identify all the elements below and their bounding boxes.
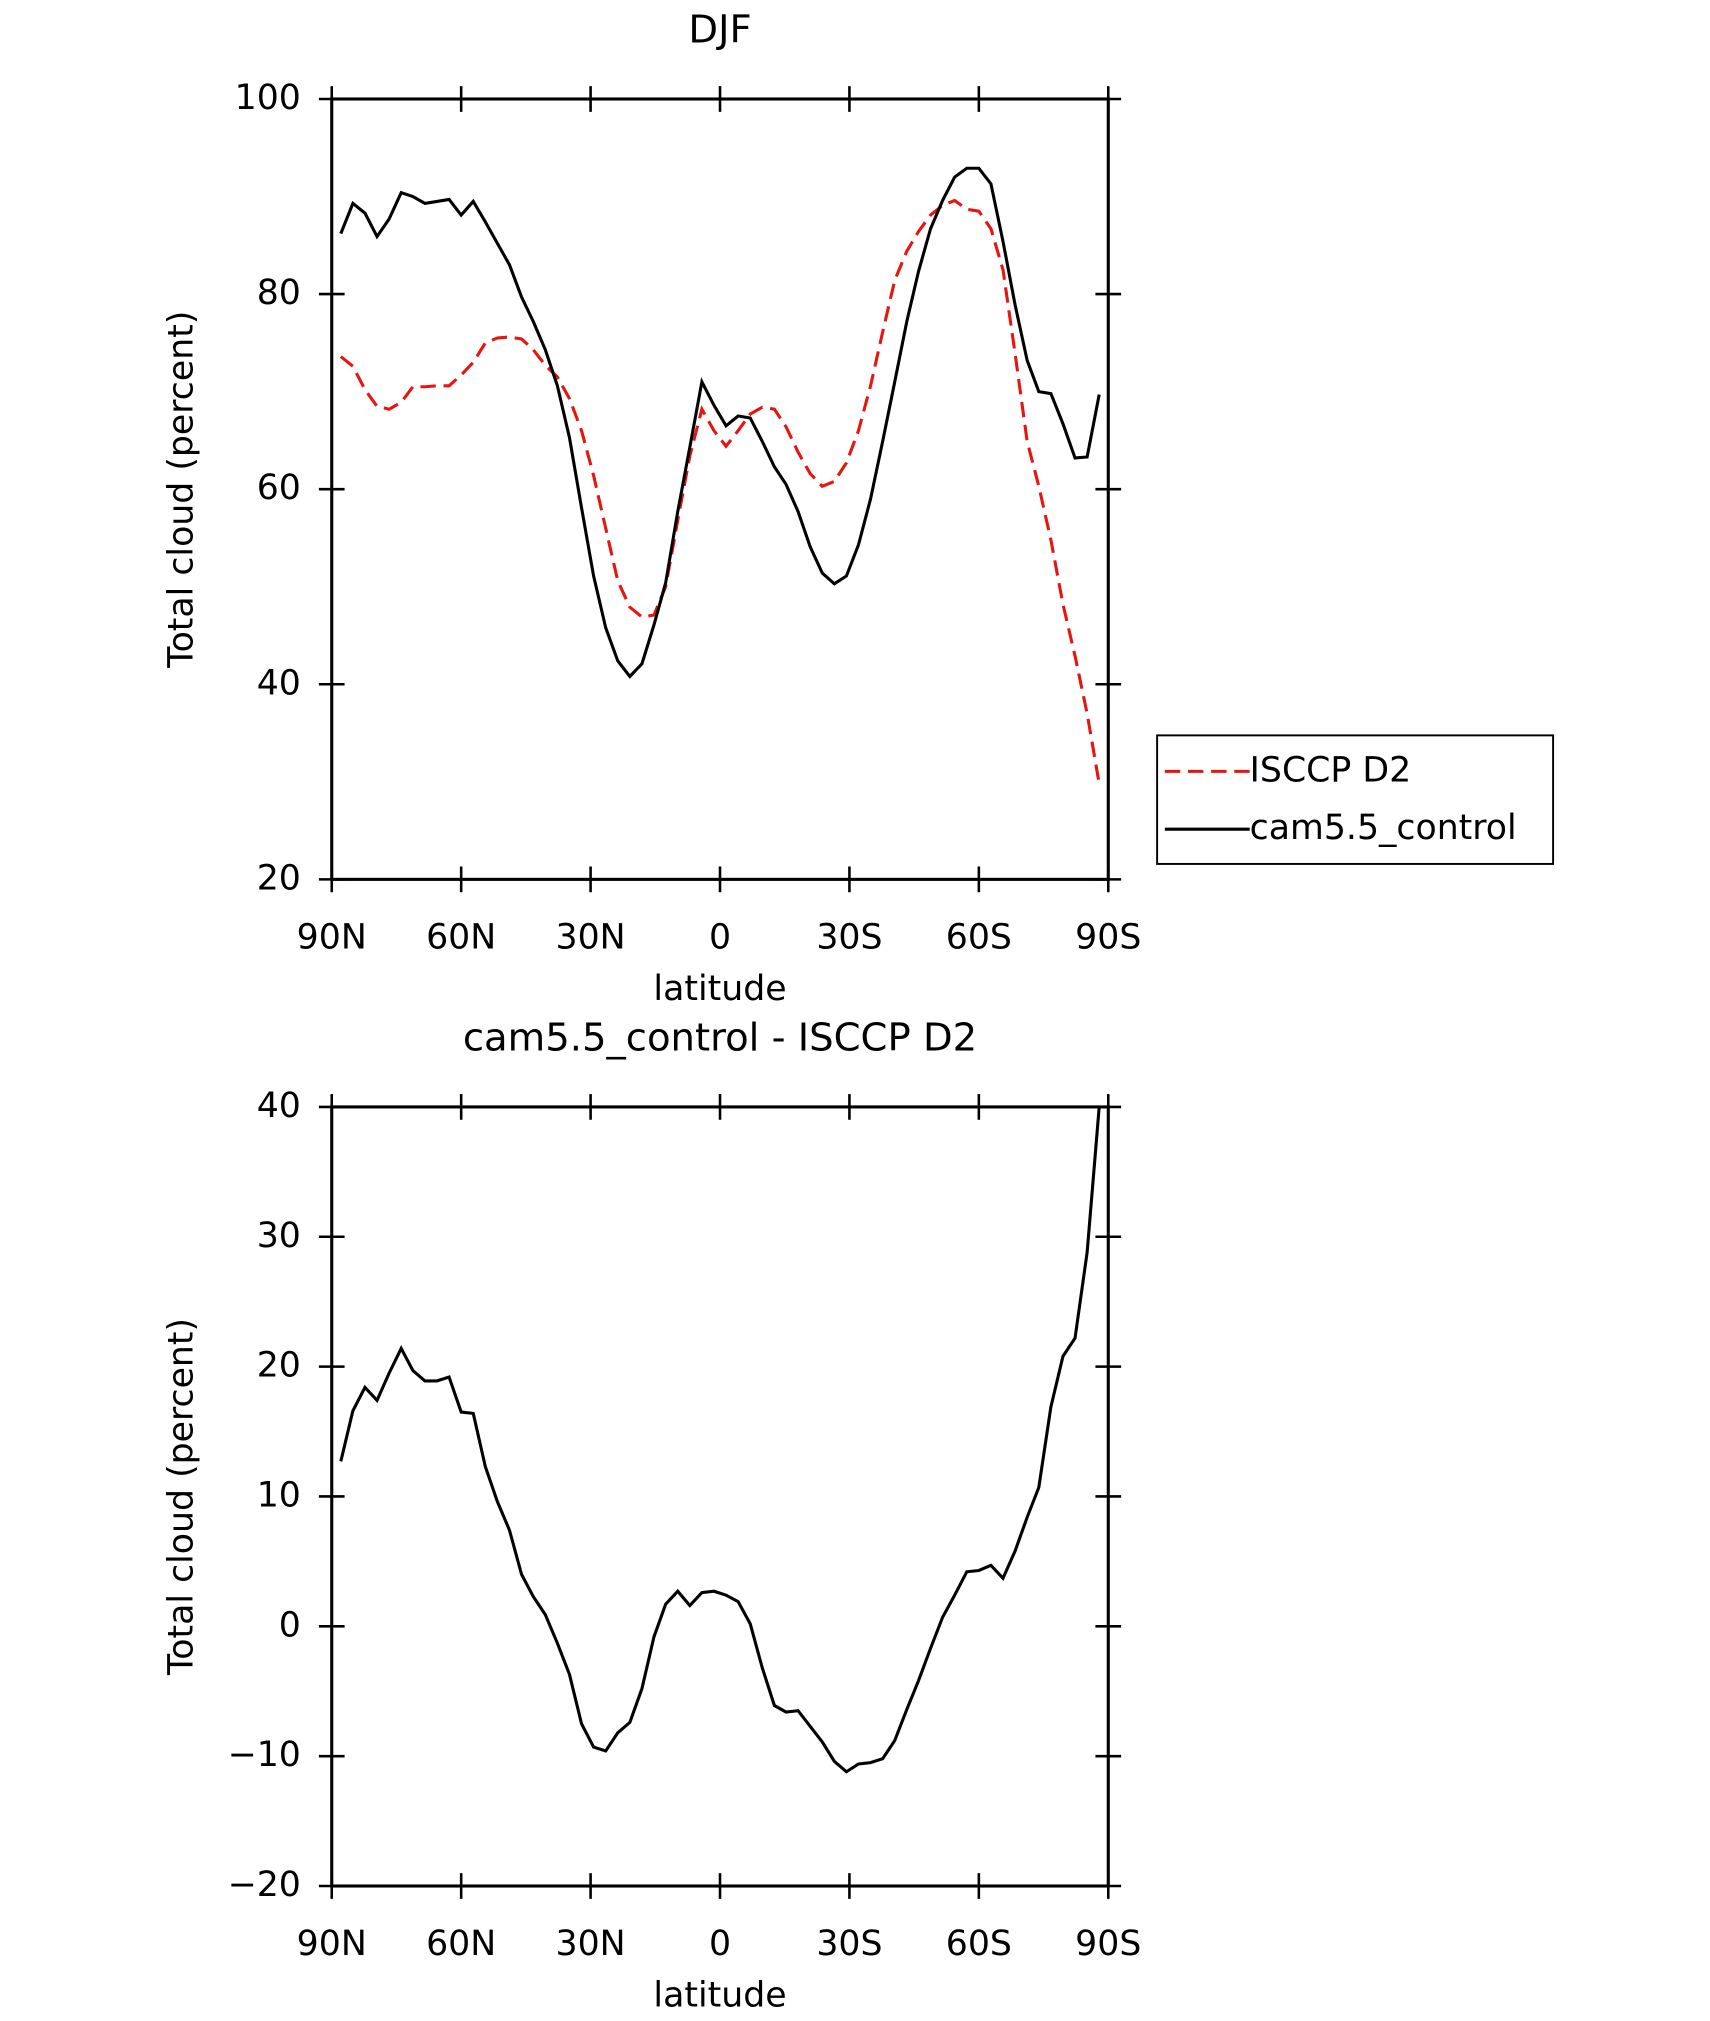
plot-frame [330, 1105, 1110, 1888]
x-tick-label: 30N [556, 918, 626, 958]
x-tick-label: 60S [946, 1924, 1012, 1964]
legend-label: ISCCP D2 [1250, 750, 1412, 790]
x-tick-label: 60S [946, 918, 1012, 958]
x-tick-label: 30S [816, 918, 882, 958]
y-tick-label: 40 [257, 663, 301, 703]
x-tick-label: 30N [556, 1924, 626, 1964]
x-tick-label: 90S [1075, 1924, 1141, 1964]
legend-label: cam5.5_control [1250, 808, 1517, 848]
y-axis-label: Total cloud (percent) [162, 311, 202, 669]
x-axis-label: latitude [653, 969, 786, 1009]
x-tick-label: 60N [426, 918, 496, 958]
x-tick-label: 60N [426, 1924, 496, 1964]
plot-frame [330, 97, 1110, 881]
y-tick-label: −10 [228, 1735, 301, 1775]
data-line [339, 166, 1101, 679]
y-tick-label: 40 [257, 1086, 301, 1126]
y-tick-label: 30 [257, 1216, 301, 1256]
y-tick-label: −20 [228, 1865, 301, 1905]
chart-title: cam5.5_control - ISCCP D2 [463, 1016, 977, 1061]
data-line [339, 1106, 1101, 1774]
y-tick-label: 20 [257, 858, 301, 898]
y-tick-label: 10 [257, 1475, 301, 1515]
x-tick-label: 90N [297, 1924, 367, 1964]
y-tick-label: 100 [235, 78, 301, 118]
x-tick-label: 30S [816, 1924, 882, 1964]
y-tick-label: 80 [257, 273, 301, 313]
legend-box [1156, 734, 1555, 865]
y-axis-label: Total cloud (percent) [162, 1318, 202, 1676]
y-tick-label: 20 [257, 1346, 301, 1386]
x-tick-label: 0 [709, 918, 731, 958]
x-axis-label: latitude [653, 1976, 786, 2016]
y-tick-label: 60 [257, 468, 301, 508]
x-tick-label: 0 [709, 1924, 731, 1964]
x-tick-label: 90S [1075, 918, 1141, 958]
x-tick-label: 90N [297, 918, 367, 958]
y-tick-label: 0 [279, 1605, 301, 1645]
chart-title: DJF [688, 8, 751, 53]
data-line [339, 198, 1101, 785]
